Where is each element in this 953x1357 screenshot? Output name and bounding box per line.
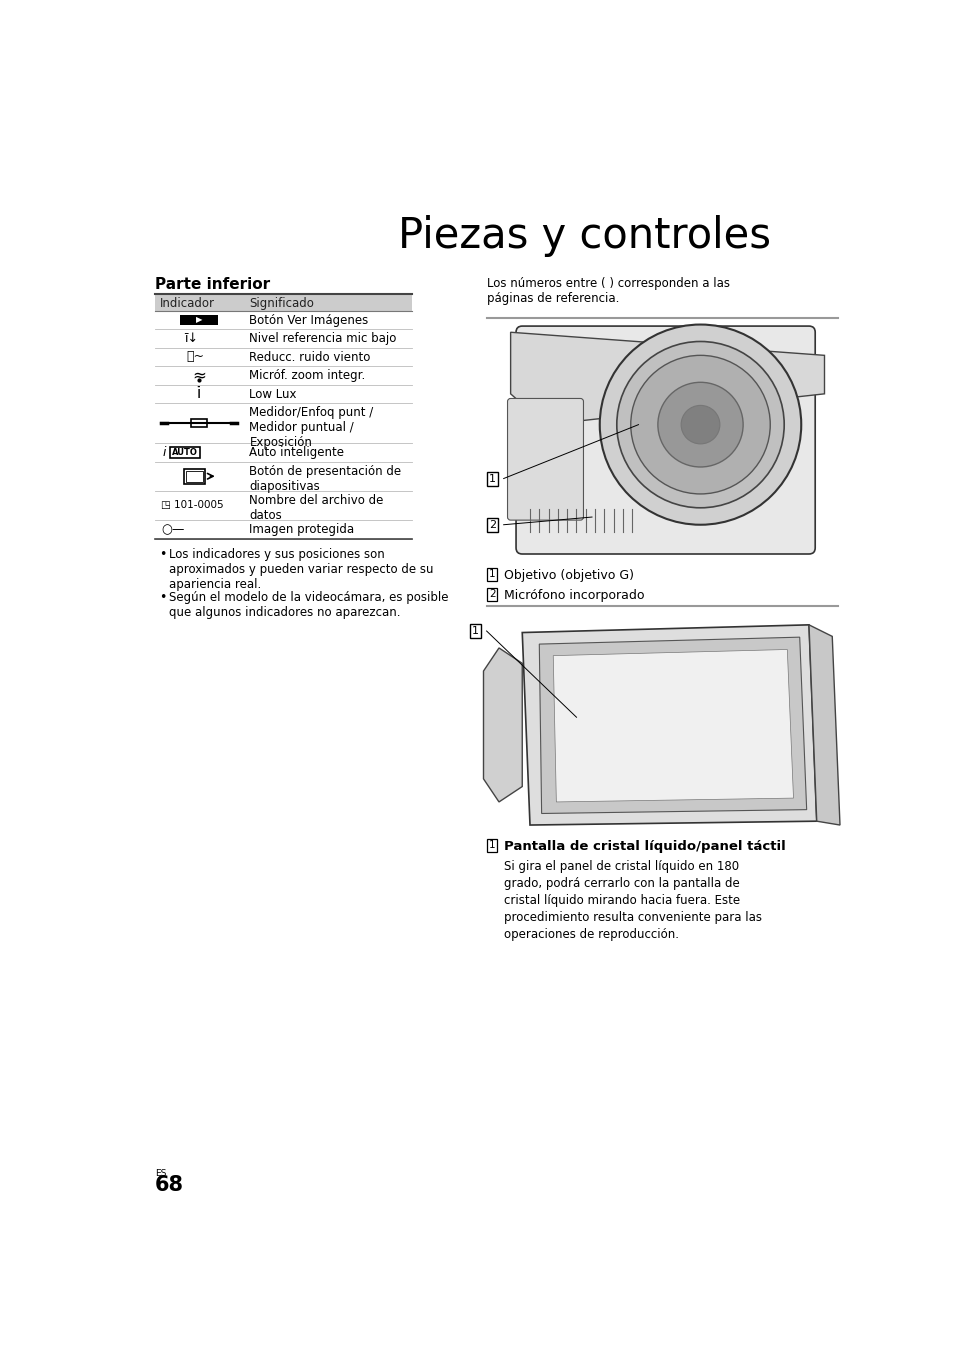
Text: Low Lux: Low Lux xyxy=(249,388,296,400)
Text: i̇: i̇ xyxy=(196,387,201,402)
FancyBboxPatch shape xyxy=(154,293,412,311)
Circle shape xyxy=(617,342,783,508)
FancyBboxPatch shape xyxy=(180,315,217,324)
Circle shape xyxy=(680,406,720,444)
Polygon shape xyxy=(538,638,806,813)
Text: Parte inferior: Parte inferior xyxy=(154,277,270,292)
Text: Nivel referencia mic bajo: Nivel referencia mic bajo xyxy=(249,332,396,345)
Text: Según el modelo de la videocámara, es posible
que algunos indicadores no aparezc: Según el modelo de la videocámara, es po… xyxy=(169,590,448,619)
Text: Significado: Significado xyxy=(249,297,314,309)
Text: ○—: ○— xyxy=(161,522,184,536)
Text: ◳ 101-0005: ◳ 101-0005 xyxy=(161,501,224,510)
Circle shape xyxy=(599,324,801,525)
Text: Objetivo (objetivo G): Objetivo (objetivo G) xyxy=(504,570,634,582)
Text: Auto inteligente: Auto inteligente xyxy=(249,446,344,459)
Text: 2: 2 xyxy=(488,589,495,600)
Text: Botón Ver Imágenes: Botón Ver Imágenes xyxy=(249,313,368,327)
Polygon shape xyxy=(808,624,840,825)
Text: AUTO: AUTO xyxy=(172,448,198,457)
Text: ≈: ≈ xyxy=(192,366,206,384)
Text: Medidor/Enfoq punt /
Medidor puntual /
Exposición: Medidor/Enfoq punt / Medidor puntual / E… xyxy=(249,406,374,449)
Text: Imagen protegida: Imagen protegida xyxy=(249,524,355,536)
Text: Micrófono incorporado: Micrófono incorporado xyxy=(504,589,644,603)
Polygon shape xyxy=(483,647,521,802)
Text: 1: 1 xyxy=(488,840,495,851)
FancyBboxPatch shape xyxy=(516,326,815,554)
Text: ES: ES xyxy=(154,1168,166,1178)
Text: Indicador: Indicador xyxy=(159,297,214,309)
Text: •: • xyxy=(158,548,166,560)
Text: ⏴~: ⏴~ xyxy=(186,350,204,364)
FancyBboxPatch shape xyxy=(186,471,203,482)
Polygon shape xyxy=(510,332,823,425)
FancyBboxPatch shape xyxy=(507,399,583,520)
Text: Piezas y controles: Piezas y controles xyxy=(397,216,770,258)
Circle shape xyxy=(658,383,742,467)
Text: 2: 2 xyxy=(489,520,496,529)
Text: i: i xyxy=(162,446,166,459)
FancyBboxPatch shape xyxy=(183,468,205,484)
Polygon shape xyxy=(521,624,816,825)
Text: •: • xyxy=(158,590,166,604)
Text: Pantalla de cristal líquido/panel táctil: Pantalla de cristal líquido/panel táctil xyxy=(504,840,785,854)
FancyBboxPatch shape xyxy=(192,419,207,427)
Text: Los números entre ( ) corresponden a las
páginas de referencia.: Los números entre ( ) corresponden a las… xyxy=(487,277,730,305)
Text: 68: 68 xyxy=(154,1175,184,1194)
FancyBboxPatch shape xyxy=(171,446,199,459)
Text: Si gira el panel de cristal líquido en 180
grado, podrá cerrarlo con la pantalla: Si gira el panel de cristal líquido en 1… xyxy=(504,860,761,942)
Text: Nombre del archivo de
datos: Nombre del archivo de datos xyxy=(249,494,383,522)
Text: Los indicadores y sus posiciones son
aproximados y pueden variar respecto de su
: Los indicadores y sus posiciones son apr… xyxy=(169,548,433,590)
Text: Micróf. zoom integr.: Micróf. zoom integr. xyxy=(249,369,365,383)
Text: 1: 1 xyxy=(472,626,478,636)
Text: Reducc. ruido viento: Reducc. ruido viento xyxy=(249,350,371,364)
Text: 1: 1 xyxy=(488,570,495,579)
Text: ▶: ▶ xyxy=(195,315,202,324)
Text: Botón de presentación de
diapositivas: Botón de presentación de diapositivas xyxy=(249,464,401,493)
Text: ī↓: ī↓ xyxy=(184,332,198,345)
Polygon shape xyxy=(553,650,793,802)
Circle shape xyxy=(630,356,769,494)
Text: 1: 1 xyxy=(489,474,496,483)
